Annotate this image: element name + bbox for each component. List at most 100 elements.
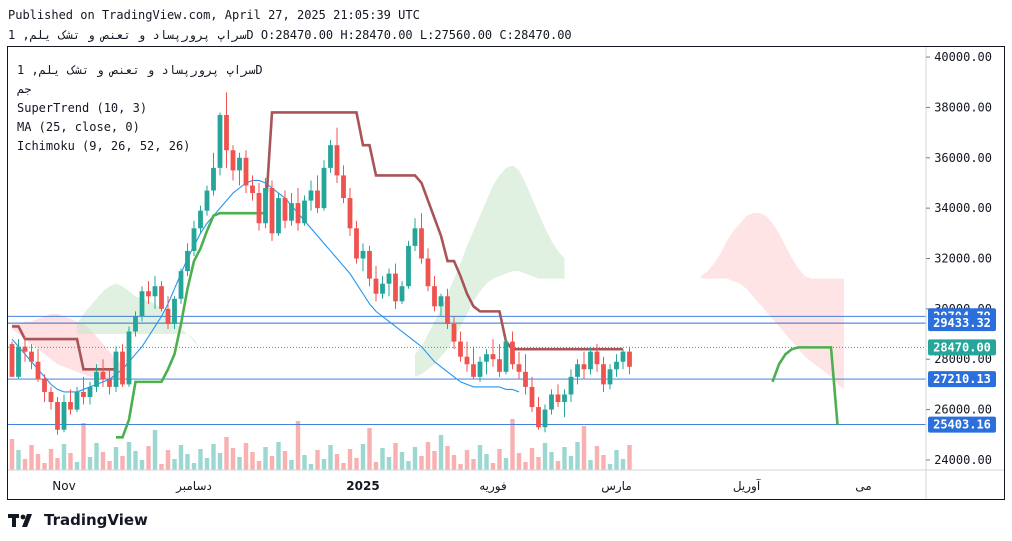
candle-body[interactable] (425, 258, 431, 287)
candle-body[interactable] (594, 351, 600, 365)
candle-body[interactable] (529, 386, 535, 408)
candle-body[interactable] (321, 167, 327, 209)
candle-body[interactable] (295, 203, 301, 224)
candle-body[interactable] (328, 145, 333, 168)
candle-body[interactable] (399, 286, 405, 302)
candle-body[interactable] (464, 356, 470, 365)
candle-body[interactable] (542, 409, 548, 428)
candle-body[interactable] (549, 394, 554, 410)
candle-body[interactable] (211, 167, 216, 191)
candle-body[interactable] (152, 286, 158, 297)
candle-body[interactable] (393, 273, 398, 302)
candle-body[interactable] (373, 278, 379, 294)
candle-body[interactable] (601, 364, 606, 385)
candle-body[interactable] (185, 250, 190, 272)
candle-body[interactable] (607, 369, 613, 385)
candle-body[interactable] (224, 114, 229, 151)
candle-body[interactable] (341, 175, 346, 199)
candle-body[interactable] (126, 331, 132, 385)
candle-body[interactable] (159, 286, 164, 309)
candle-body[interactable] (139, 291, 145, 317)
candle-body[interactable] (29, 351, 34, 362)
candle-body[interactable] (484, 354, 489, 362)
candle-body[interactable] (74, 391, 80, 410)
candle-body[interactable] (35, 361, 41, 380)
candle-body[interactable] (9, 344, 15, 377)
candle-body[interactable] (289, 203, 294, 221)
candle-body[interactable] (276, 198, 281, 234)
candle-body[interactable] (100, 371, 106, 380)
candle-body[interactable] (55, 402, 60, 430)
candle-body[interactable] (204, 190, 210, 211)
candle-body[interactable] (243, 157, 249, 186)
candle-body[interactable] (497, 359, 502, 372)
candle-body[interactable] (217, 114, 223, 168)
candle-body[interactable] (503, 341, 509, 372)
candle-body[interactable] (438, 296, 444, 307)
candle-body[interactable] (386, 273, 392, 284)
candle-body[interactable] (302, 200, 307, 224)
legend-ichimoku[interactable]: Ichimoku (9, 26, 52, 26) (17, 139, 191, 153)
candle-body[interactable] (360, 250, 366, 259)
candle-body[interactable] (113, 351, 119, 387)
candle-body[interactable] (87, 386, 93, 397)
candle-body[interactable] (81, 391, 86, 397)
candle-body[interactable] (419, 228, 424, 259)
candle-body[interactable] (490, 354, 496, 360)
candle-body[interactable] (412, 228, 418, 246)
candle-body[interactable] (536, 407, 541, 428)
candle-body[interactable] (347, 198, 353, 229)
tradingview-brand[interactable]: TradingView (8, 511, 148, 529)
candle-body[interactable] (568, 376, 574, 395)
candle-body[interactable] (334, 145, 340, 176)
candle-body[interactable] (471, 364, 476, 377)
candle-body[interactable] (620, 351, 626, 362)
candle-body[interactable] (588, 351, 593, 370)
candle-body[interactable] (172, 298, 177, 324)
candle-body[interactable] (380, 283, 385, 294)
candle-body[interactable] (22, 346, 28, 352)
candle-body[interactable] (269, 188, 275, 234)
candle-body[interactable] (406, 245, 411, 287)
candle-body[interactable] (68, 402, 73, 410)
candle-body[interactable] (42, 379, 47, 392)
candle-body[interactable] (61, 402, 67, 430)
candle-body[interactable] (562, 394, 567, 403)
candle-body[interactable] (107, 379, 112, 387)
candle-body[interactable] (458, 341, 463, 357)
candle-body[interactable] (445, 296, 450, 324)
candle-body[interactable] (133, 316, 138, 332)
candle-body[interactable] (575, 364, 580, 377)
candle-body[interactable] (48, 391, 54, 403)
candle-body[interactable] (516, 364, 522, 372)
candle-body[interactable] (250, 185, 255, 194)
candle-body[interactable] (198, 210, 203, 229)
candle-body[interactable] (230, 150, 236, 171)
candle-body[interactable] (94, 371, 99, 387)
candle-body[interactable] (191, 228, 197, 251)
candle-body[interactable] (477, 361, 483, 377)
candle-body[interactable] (627, 351, 632, 367)
candle-body[interactable] (165, 308, 171, 324)
candle-body[interactable] (510, 341, 515, 365)
candle-body[interactable] (614, 361, 619, 370)
candle-body[interactable] (555, 394, 561, 403)
candle-body[interactable] (432, 286, 437, 307)
candle-body[interactable] (256, 193, 262, 224)
candle-body[interactable] (367, 250, 372, 279)
candle-body[interactable] (237, 157, 242, 171)
candle-body[interactable] (523, 371, 528, 387)
candle-body[interactable] (315, 190, 320, 209)
candle-body[interactable] (146, 291, 151, 297)
candle-body[interactable] (16, 346, 21, 377)
candle-body[interactable] (120, 351, 125, 385)
legend-ma[interactable]: MA (25, close, 0) (17, 120, 140, 134)
candle-body[interactable] (354, 228, 359, 259)
candle-body[interactable] (263, 188, 268, 224)
legend-supertrend[interactable]: SuperTrend (10, 3) (17, 101, 148, 115)
candle-body[interactable] (451, 323, 457, 342)
candle-body[interactable] (581, 364, 587, 370)
candle-body[interactable] (282, 198, 288, 221)
candle-body[interactable] (308, 190, 314, 201)
